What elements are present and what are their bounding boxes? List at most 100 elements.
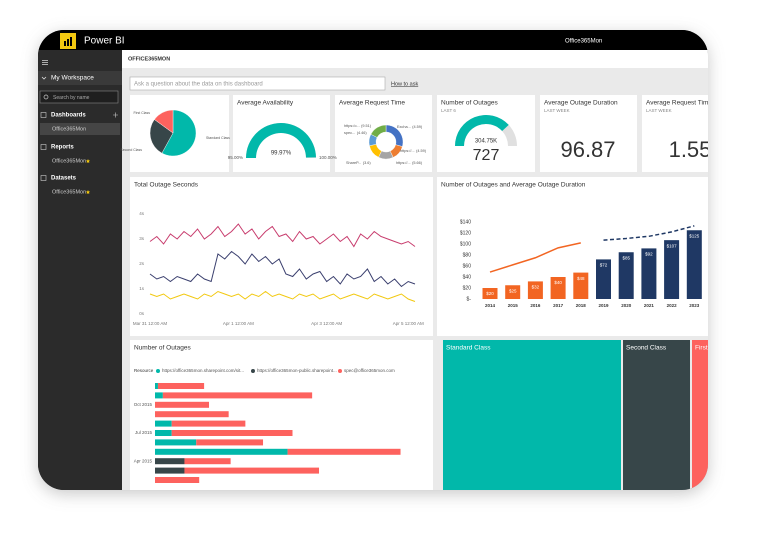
treemap-cell[interactable] (623, 340, 690, 500)
screen: Power BI Office365Mon My Workspace Search b… (38, 30, 742, 500)
user-name: Office365Mon (565, 39, 602, 45)
y-tick-label: Oct 2015 (134, 402, 153, 407)
tile-title: Average Request Time (339, 100, 405, 107)
bar-segment (155, 477, 200, 483)
donut-label: Excha... (397, 125, 411, 129)
line-series (489, 242, 581, 273)
x-tick-label: 2023 (689, 303, 700, 308)
tile-subtitle: LAST 6 (441, 108, 456, 113)
donut-value: (4.46) (357, 131, 368, 135)
bar-segment (155, 392, 163, 399)
bar (686, 230, 702, 299)
x-tick-label: 2018 (576, 303, 587, 308)
y-tick-label: Apr 2015 (134, 458, 153, 463)
x-tick-label: 2020 (621, 303, 632, 308)
bar-segment (162, 392, 313, 399)
bar (596, 259, 611, 299)
donut-label: https://... (396, 161, 411, 165)
qa-box[interactable] (129, 76, 386, 91)
donut-slice (370, 124, 387, 138)
x-tick-label: 2019 (598, 303, 609, 308)
card-subtitle: LAST WEEK (646, 108, 672, 113)
dashboard-title: OFFICE365MON (128, 56, 170, 62)
legend-title: Resource (134, 368, 154, 373)
bar (618, 252, 634, 299)
gauge-value (454, 115, 509, 146)
tile[interactable] (130, 177, 433, 336)
section-item[interactable]: Office365Mon (52, 189, 86, 195)
tile[interactable] (540, 95, 637, 172)
treemap-label: Second Class (626, 345, 667, 352)
bar-segment (171, 430, 293, 436)
gauge-limit: 100.00% (319, 155, 337, 160)
x-tick-label: 2017 (553, 303, 564, 308)
qa-help[interactable]: How to ask (391, 81, 418, 87)
donut-value: (4.59) (412, 125, 423, 129)
section-title: Datasets (51, 176, 77, 182)
tile[interactable] (130, 340, 433, 500)
menu-icon[interactable] (42, 62, 48, 63)
treemap-cell[interactable] (692, 340, 741, 500)
bar-segment (155, 420, 172, 427)
y-tick-label: 4s (139, 211, 145, 216)
bar-segment (155, 467, 185, 474)
slice-label: Standard Class (206, 136, 230, 140)
menu-icon[interactable] (42, 64, 48, 65)
y-tick-label: 3s (139, 236, 145, 241)
tile[interactable] (437, 177, 737, 336)
bar-segment (196, 439, 264, 446)
top-bar (38, 30, 708, 50)
section-title: Reports (51, 145, 74, 151)
bar-segment (155, 448, 288, 455)
bar-segment (155, 401, 210, 408)
workspace-row[interactable] (38, 71, 122, 85)
y-tick-label: 0s (139, 311, 145, 316)
selected-item[interactable] (40, 123, 120, 135)
y-tick-label: $80 (463, 252, 472, 258)
tile[interactable] (233, 95, 330, 172)
bar-label: $48 (577, 276, 585, 281)
y-tick-label: 2s (139, 261, 145, 266)
pie-slice (154, 109, 174, 134)
bar-segment (171, 420, 246, 427)
bar-segment (155, 439, 197, 446)
y-tick-label: $40 (463, 274, 472, 280)
bar-segment (184, 467, 320, 474)
search-icon (43, 94, 49, 100)
y-tick-label: $100 (460, 241, 471, 247)
add-icon (113, 112, 118, 118)
tile[interactable] (335, 95, 432, 172)
kpi-value: 727 (473, 147, 500, 164)
menu-icon[interactable] (42, 60, 48, 61)
donut-value: (5.66) (412, 161, 423, 165)
x-tick-label: Apr 5 12:00 AM (393, 321, 424, 326)
qa-placeholder: Ask a question about the data on this da… (134, 82, 263, 88)
slice-label: First Class (133, 111, 150, 115)
treemap-label: First Class (695, 345, 726, 352)
pie-slice (149, 119, 174, 154)
bar-segment (155, 458, 185, 465)
bar (482, 288, 498, 299)
bar-label: $125 (689, 233, 700, 238)
y-tick-label: $- (467, 296, 472, 302)
section-item[interactable]: Office365Mon (52, 126, 86, 132)
line-series (149, 250, 416, 288)
section-item[interactable]: Office365Mon (52, 158, 86, 164)
tile-title: Number of Outages (441, 100, 498, 107)
legend-swatch (338, 369, 342, 373)
slice-label: Second Class (120, 148, 142, 152)
x-tick-label: 2016 (530, 303, 541, 308)
treemap-cell[interactable] (443, 340, 621, 500)
bar (664, 240, 680, 299)
tile-title: Number of Outages and Average Outage Dur… (441, 182, 586, 189)
gauge-cover (466, 148, 506, 168)
donut-value: (9.51) (361, 124, 372, 128)
bar-segment (155, 383, 158, 389)
x-tick-label: Mar 31 12:00 AM (133, 321, 168, 326)
gauge-label: 304.75K (475, 139, 497, 145)
search-box[interactable] (39, 90, 119, 104)
tile[interactable] (642, 95, 742, 172)
bar-label: $85 (622, 255, 630, 260)
